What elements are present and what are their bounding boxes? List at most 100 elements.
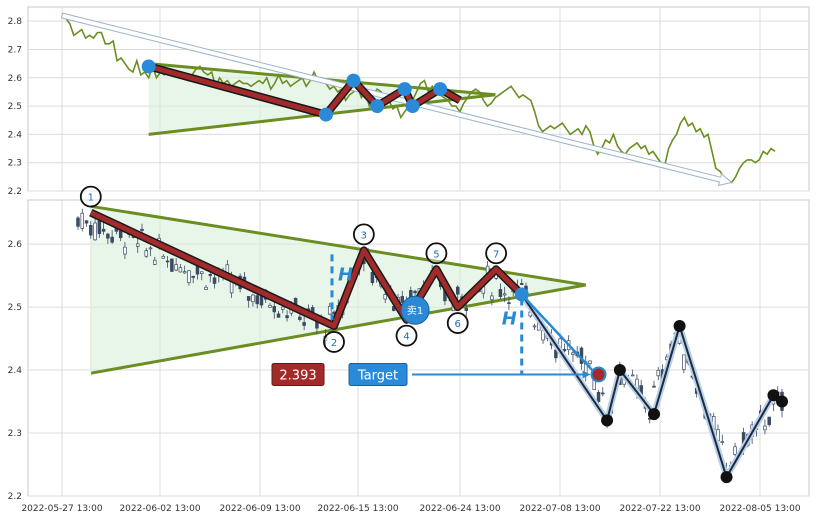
candle-body	[84, 220, 89, 224]
candle-body	[106, 233, 110, 239]
candle-body	[135, 243, 140, 247]
candle-body	[148, 247, 153, 250]
candle-body	[272, 306, 277, 313]
x-tick-label: 2022-07-08 13:00	[519, 504, 600, 514]
pattern-point-number: 2	[331, 338, 337, 349]
pattern-point-marker: 7	[485, 242, 508, 265]
top-pattern-point	[397, 82, 412, 97]
candle-body	[498, 289, 503, 297]
candle-body	[161, 255, 166, 259]
top-y-tick-label: 2.8	[8, 17, 23, 27]
sell-point-label: 卖1	[407, 305, 423, 317]
candle-body	[767, 416, 771, 426]
bottom-y-tick-label: 2.5	[8, 303, 22, 313]
x-tick-label: 2022-06-15 13:00	[317, 504, 398, 514]
pattern-point-circle	[79, 185, 102, 208]
pattern-point-marker: 5	[425, 242, 448, 265]
bottom-triangle-fill	[90, 206, 586, 374]
top-pattern-point	[141, 59, 156, 74]
candle-body	[400, 296, 405, 303]
top-triangle	[148, 62, 496, 136]
projection-point	[767, 389, 780, 402]
target-label-box	[348, 362, 408, 386]
candle-body	[298, 316, 302, 320]
candle-body	[327, 305, 332, 315]
pattern-point-marker: 4	[395, 324, 418, 347]
candle-body	[101, 228, 106, 232]
bottom-y-tick-label: 2.2	[8, 492, 22, 502]
x-axis: 2022-05-27 13:00 2022-06-02 13:00 2022-06-…	[21, 504, 800, 514]
pattern-point-marker: 2	[323, 331, 345, 353]
candle-body	[562, 348, 567, 352]
bottom-y-tick-label: 2.3	[8, 429, 22, 439]
bottom-y-axis: 2.6 2.5 2.4 2.3 2.2	[8, 240, 23, 502]
target-value: 2.393	[279, 368, 316, 383]
pattern-point-circle	[425, 242, 448, 265]
candle-body	[182, 271, 187, 274]
bottom-y-tick-label: 2.6	[8, 240, 23, 250]
top-pattern-point	[370, 99, 385, 114]
candle-body	[191, 275, 195, 278]
candle-body	[383, 294, 387, 300]
target-value-box	[271, 362, 325, 386]
top-y-tick-label: 2.4	[8, 130, 23, 140]
top-y-tick-label: 2.3	[8, 159, 22, 169]
top-triangle-fill	[148, 63, 496, 135]
candle-body	[596, 391, 601, 403]
candle-body	[507, 302, 511, 304]
candle-body	[519, 283, 524, 285]
candle-body	[763, 425, 767, 431]
sell-point-circle	[400, 295, 430, 325]
pattern-point-circle	[323, 331, 345, 353]
candle-body	[174, 264, 178, 271]
candle-body	[153, 259, 157, 265]
projection-point	[613, 364, 626, 377]
top-pattern-point	[318, 107, 333, 122]
pattern-point-number: 5	[433, 249, 439, 260]
projection-point	[776, 395, 788, 408]
pattern-point-circle	[395, 324, 418, 347]
candle-body	[208, 274, 213, 276]
candle-body	[601, 392, 605, 395]
candle-body	[502, 293, 507, 296]
projection-path	[519, 292, 788, 484]
candle-body	[123, 246, 127, 255]
bottom-panel: 2.6 2.5 2.4 2.3 2.2 2022-05-27 13:00 2022-06-…	[8, 185, 810, 514]
top-y-axis: 2.8 2.7 2.6 2.5 2.4 2.3 2.2	[8, 17, 23, 197]
pattern-point-number: 3	[361, 230, 367, 241]
pattern-point-marker: 6	[446, 312, 469, 334]
candle-body	[281, 306, 285, 310]
candle-body	[532, 325, 537, 328]
candle-body	[413, 290, 417, 294]
candle-body	[285, 315, 289, 319]
candle-body	[93, 222, 97, 241]
candle-body	[140, 228, 144, 231]
projection-line	[520, 293, 783, 479]
candle-body	[204, 286, 208, 290]
pattern-point-circle	[485, 242, 508, 265]
pattern-point-number: 4	[403, 332, 409, 343]
breakout-point	[514, 287, 529, 302]
candle-body	[276, 313, 281, 318]
breakout-arrow	[520, 293, 594, 372]
pattern-point-number: 6	[455, 319, 461, 330]
candle-body	[89, 225, 93, 236]
candle-body	[656, 369, 661, 377]
candle-body	[255, 295, 259, 305]
candle-body	[76, 217, 80, 227]
candle-body	[733, 446, 737, 455]
candle-body	[588, 360, 592, 364]
candle-body	[178, 267, 183, 273]
top-y-tick-label: 2.7	[8, 45, 22, 55]
candle-body	[490, 295, 494, 300]
candle-body	[195, 266, 200, 275]
projection-point	[648, 408, 660, 421]
candle-body	[652, 385, 656, 388]
top-trend-arrow-shape	[60, 12, 733, 187]
candle-body	[212, 277, 217, 284]
bottom-pattern: 1 2 3 4 5 6 7	[79, 185, 525, 353]
pattern-point-marker: 1	[79, 185, 102, 208]
candle-body	[455, 286, 460, 295]
height-label-left: H	[338, 264, 353, 285]
x-tick-label: 2022-06-09 13:00	[219, 504, 300, 514]
